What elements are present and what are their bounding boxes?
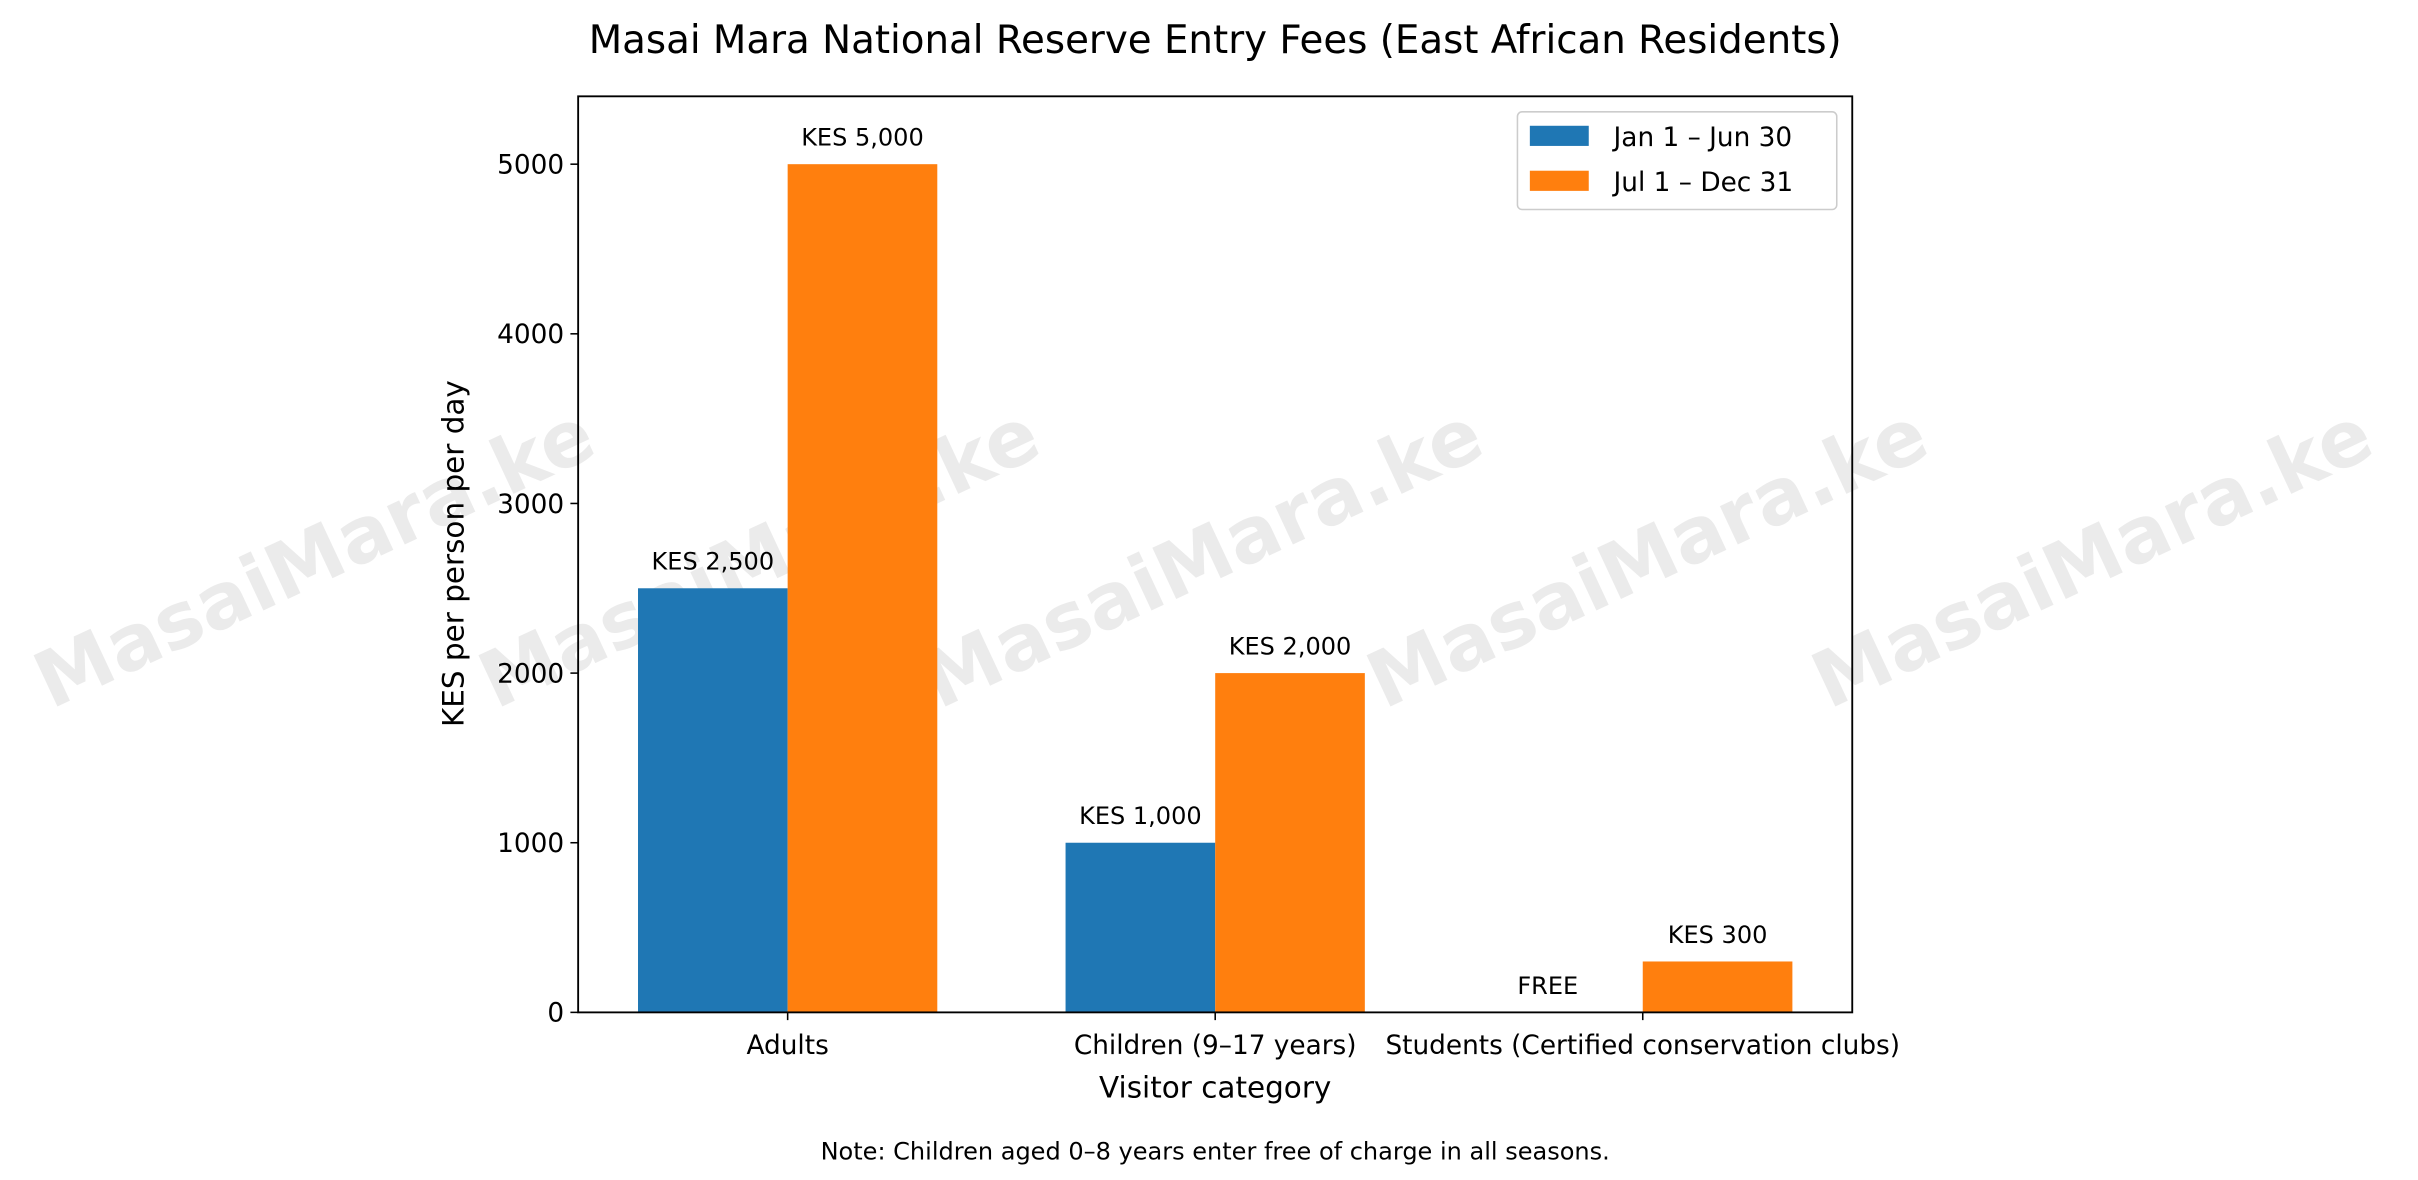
x-tick-label: Children (9–17 years)	[1074, 1031, 1357, 1061]
y-tick-label: 1000	[497, 829, 564, 859]
bar-series-1-1	[1065, 842, 1216, 1013]
y-tick-label: 5000	[497, 150, 564, 180]
legend-label-series-1: Jan 1 – Jun 30	[1612, 123, 1793, 153]
legend-frame	[1516, 111, 1838, 211]
y-tick-label: 2000	[497, 659, 564, 689]
bar-value-label: FREE	[1517, 972, 1578, 1000]
bar-series-2-0	[787, 164, 938, 1013]
y-axis-ticks: 0 1000 2000 3000 4000 5000	[497, 150, 579, 1029]
bar-value-label: KES 300	[1668, 921, 1768, 949]
bar-series-1-0	[638, 588, 788, 1013]
y-tick-label: 4000	[497, 320, 564, 350]
y-axis-label: KES per person per day	[436, 380, 470, 727]
x-tick-label: Adults	[746, 1031, 828, 1061]
x-axis-ticks: Adults Children (9–17 years) Students (Cer…	[746, 1012, 1900, 1061]
bar-value-label: KES 1,000	[1079, 802, 1202, 830]
chart-title: Masai Mara National Reserve Entry Fees (…	[589, 18, 1842, 63]
watermarks: MasaiMara.keMasaiMara.keMasaiMara.keMasa…	[21, 389, 2386, 727]
legend-label-series-2: Jul 1 – Dec 31	[1612, 168, 1794, 198]
bar-value-label: KES 2,000	[1229, 632, 1352, 660]
y-tick-label: 3000	[497, 490, 564, 520]
y-tick-label: 0	[547, 999, 564, 1029]
bar-labels: KES 2,500 KES 1,000 FREE KES 5,000 KES 2,000…	[652, 124, 1768, 1000]
bar-value-label: KES 2,500	[652, 548, 775, 576]
legend-swatch-series-1	[1529, 125, 1589, 146]
bar-value-label: KES 5,000	[801, 124, 924, 152]
bar-series-2-1	[1215, 673, 1365, 1013]
x-tick-label: Students (Certified conservation clubs)	[1385, 1031, 1900, 1061]
bar-series-2-2	[1642, 961, 1793, 1013]
x-axis-label: Visitor category	[1099, 1071, 1331, 1105]
legend-swatch-series-2	[1529, 170, 1589, 191]
footnote: Note: Children aged 0–8 years enter free…	[821, 1138, 1610, 1166]
bars	[638, 164, 1793, 1013]
legend: Jan 1 – Jun 30 Jul 1 – Dec 31	[1516, 111, 1838, 211]
